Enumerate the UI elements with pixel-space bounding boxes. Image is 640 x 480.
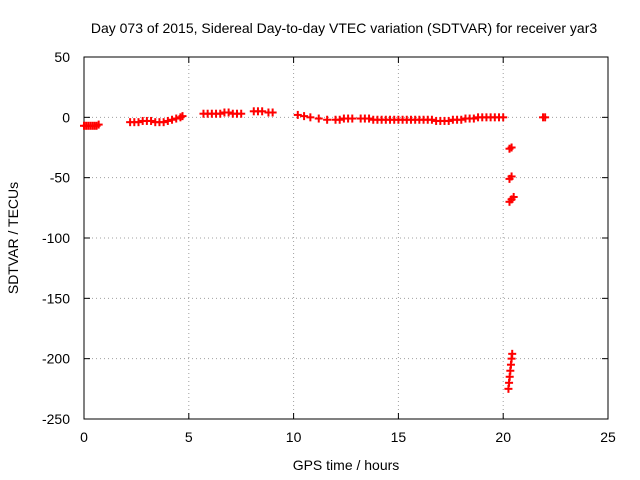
data-point: [427, 115, 436, 124]
data-point: [134, 118, 143, 127]
data-point: [509, 192, 518, 201]
y-tick-label: -250: [42, 411, 70, 427]
chart-title: Day 073 of 2015, Sidereal Day-to-day VTE…: [91, 20, 597, 36]
data-point: [365, 114, 374, 123]
data-point: [300, 112, 309, 121]
y-tick-label: 50: [54, 49, 70, 65]
y-tick-label: -100: [42, 230, 70, 246]
data-point: [499, 113, 508, 122]
data-point: [508, 349, 517, 358]
data-point: [314, 114, 323, 123]
x-tick-label: 10: [286, 429, 302, 445]
data-point: [163, 116, 172, 125]
x-axis-label: GPS time / hours: [293, 457, 400, 473]
y-axis-label: SDTVAR / TECUs: [5, 182, 21, 294]
x-tick-label: 20: [495, 429, 511, 445]
data-point: [147, 116, 156, 125]
data-point: [258, 107, 267, 116]
data-point: [306, 113, 315, 122]
y-tick-label: -50: [50, 170, 70, 186]
data-point: [348, 114, 357, 123]
data-point: [224, 108, 233, 117]
data-point: [237, 109, 246, 118]
x-tick-label: 25: [600, 429, 616, 445]
data-point: [507, 143, 516, 152]
data-points: [80, 107, 550, 393]
y-tick-label: -150: [42, 290, 70, 306]
plot-frame: [83, 56, 609, 420]
axis-ticks: 0 5 10 15 20 25 50 0 -50 -100 -150 -200 -250: [42, 49, 616, 445]
data-point: [541, 113, 550, 122]
data-point: [178, 112, 187, 121]
data-point: [444, 116, 453, 125]
data-point: [323, 115, 332, 124]
x-tick-label: 0: [80, 429, 88, 445]
data-point: [335, 115, 344, 124]
data-point: [469, 114, 478, 123]
data-point: [172, 114, 181, 123]
y-tick-label: -200: [42, 351, 70, 367]
data-point: [293, 110, 302, 119]
data-point: [159, 118, 168, 127]
data-point: [216, 109, 225, 118]
data-point: [457, 115, 466, 124]
data-point: [507, 172, 516, 181]
x-tick-label: 15: [391, 429, 407, 445]
data-point: [168, 115, 177, 124]
x-tick-label: 5: [185, 429, 193, 445]
y-tick-label: 0: [62, 109, 70, 125]
data-point: [268, 108, 277, 117]
grid: [84, 57, 608, 419]
data-point: [94, 120, 103, 129]
